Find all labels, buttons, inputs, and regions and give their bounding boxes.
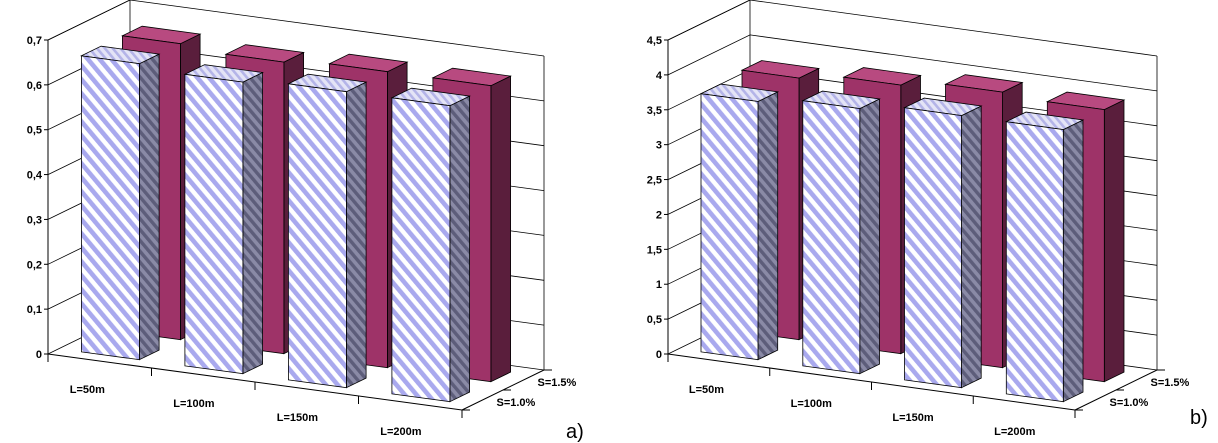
- chart-b: 0 0,5 1 1,5 2 2,5 3 3,5 4 4,5 L=50m L=100m L=150m L=2…: [647, 0, 1208, 438]
- left-wall-top-edge: [667, 0, 751, 41]
- bar-side: [757, 91, 779, 361]
- y-tick-label: 1,5: [647, 244, 662, 256]
- y-tick-label: 0,5: [647, 314, 662, 326]
- bar-front: [700, 93, 759, 361]
- category-label: L=100m: [173, 398, 214, 410]
- bar-front: [184, 73, 244, 375]
- bar-front: [287, 83, 347, 389]
- bar-side: [449, 95, 471, 403]
- bar-side: [859, 98, 880, 375]
- y-tick-label: 4: [656, 70, 663, 82]
- bar-side: [345, 81, 367, 389]
- y-tick-label: 0,1: [27, 304, 42, 316]
- category-label: L=200m: [380, 426, 421, 438]
- gridline: [667, 0, 1158, 57]
- y-tick-label: 0: [656, 349, 662, 361]
- y-tick-label: 1: [656, 279, 662, 291]
- panel-label-a: a): [566, 421, 584, 443]
- bar-s10: [1004, 111, 1085, 403]
- bar-front: [904, 107, 962, 389]
- y-tick-label: 3,5: [647, 105, 662, 117]
- y-tick-label: 0,3: [27, 214, 42, 226]
- category-label: L=50m: [689, 384, 724, 396]
- y-tick-label: 0,4: [27, 170, 43, 182]
- category-label: L=100m: [791, 398, 832, 410]
- bar-s10: [699, 83, 780, 361]
- bar-s10: [801, 90, 881, 375]
- bar-s10: [903, 97, 983, 389]
- y-tick-label: 0,2: [27, 259, 42, 271]
- bar-s10: [287, 73, 368, 389]
- y-tick-label: 0,6: [27, 80, 42, 92]
- bar-side: [1103, 99, 1125, 383]
- bar-s10: [183, 64, 264, 375]
- y-tick-label: 4,5: [647, 35, 662, 47]
- bar-s10: [80, 45, 161, 361]
- y-tick-label: 0: [36, 349, 42, 361]
- y-tick-label: 3: [656, 140, 662, 152]
- series-label: S=1.0%: [1110, 397, 1149, 409]
- left-wall-top-edge: [47, 0, 131, 41]
- bar-s10: [390, 87, 471, 403]
- bar-front: [802, 100, 861, 375]
- category-label: L=150m: [892, 412, 933, 424]
- bar-side: [961, 105, 982, 389]
- y-tick-label: 0,5: [27, 125, 42, 137]
- category-label: L=200m: [994, 426, 1035, 438]
- y-tick-label: 0,7: [27, 35, 42, 47]
- chart-a: 0 0,1 0,2 0,3 0,4 0,5 0,6 0,7 L=50m L=100m L=150m L…: [27, 0, 584, 443]
- bar-front: [81, 55, 140, 361]
- bar-side: [138, 53, 160, 361]
- bar-side: [490, 75, 512, 383]
- bar-side: [242, 71, 264, 375]
- bar-side: [1062, 119, 1084, 403]
- series-label: S=1.0%: [497, 397, 536, 409]
- bar-front: [391, 97, 451, 403]
- series-label: S=1.5%: [1151, 377, 1190, 389]
- y-tick-label: 2,5: [647, 175, 662, 187]
- panel-label-b: b): [1190, 407, 1208, 429]
- series-label: S=1.5%: [538, 377, 577, 389]
- category-label: L=50m: [70, 384, 105, 396]
- bar-front: [1005, 121, 1064, 403]
- category-label: L=150m: [277, 412, 318, 424]
- y-tick-label: 2: [656, 209, 662, 221]
